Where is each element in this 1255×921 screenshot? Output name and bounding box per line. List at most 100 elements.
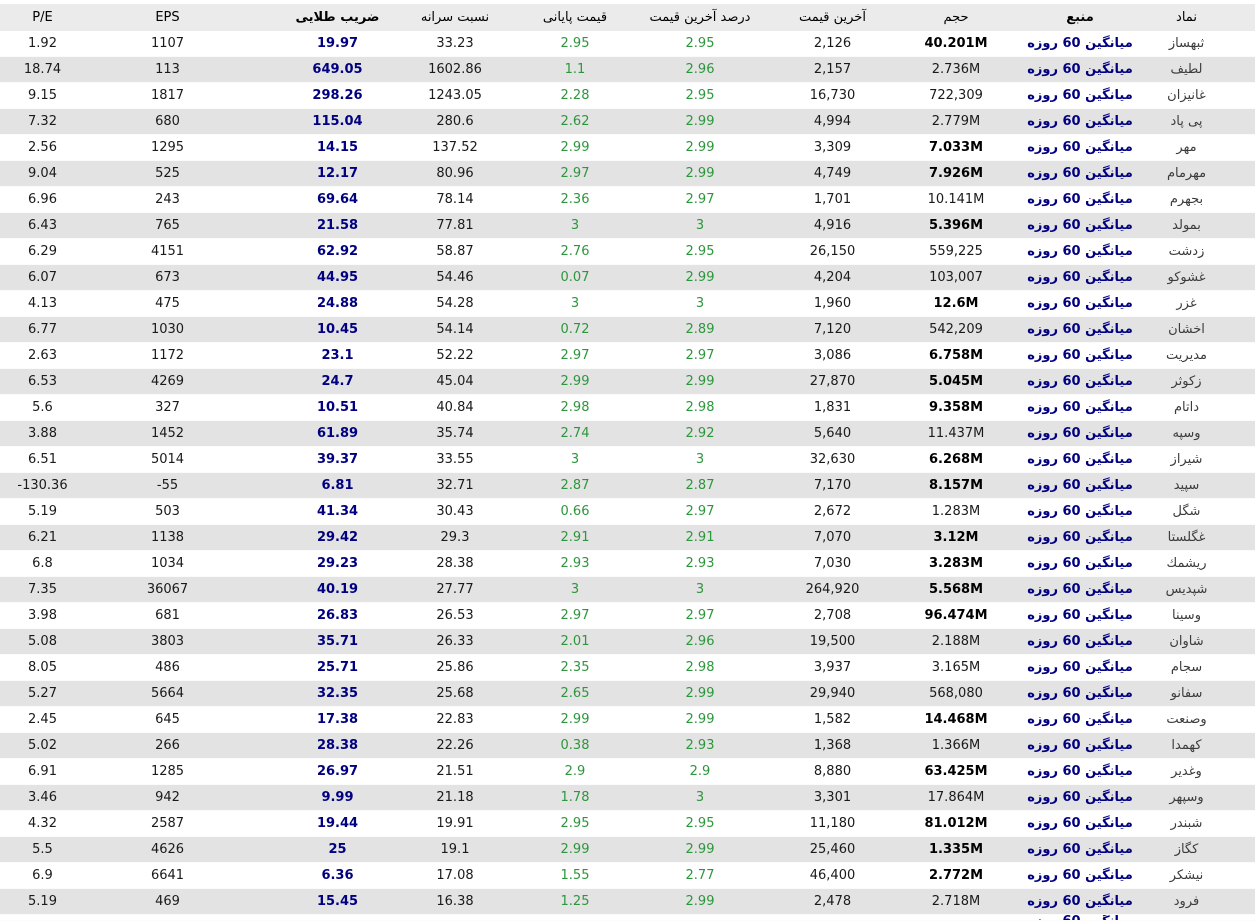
cell-symbol[interactable]: وسپه (1148, 420, 1255, 447)
cell-symbol[interactable]: زدشت (1168, 244, 1205, 259)
column-header-last_price_pct[interactable]: درصد آخرین قیمت (635, 4, 765, 31)
column-header-close_price[interactable]: قیمت پایانی (515, 4, 635, 31)
column-header-per_capita_ratio[interactable]: نسبت سرانه (395, 4, 515, 31)
cell-source[interactable]: میانگین 60 روزه (1027, 36, 1133, 51)
cell-symbol[interactable]: داتام (1173, 400, 1200, 415)
cell-source[interactable]: میانگین 60 روزه (1027, 348, 1133, 363)
table-row[interactable]: غشوكو میانگین 60 روزه 103,007 4,204 2.99 0.07… (0, 264, 1255, 291)
column-header-pe[interactable]: P/E (0, 4, 85, 31)
cell-symbol[interactable]: كگاز (1148, 836, 1255, 863)
cell-source[interactable]: میانگین 60 روزه (1027, 452, 1133, 467)
cell-symbol[interactable]: نیشكر (1169, 868, 1204, 883)
cell-symbol[interactable]: اخشان (1148, 316, 1255, 343)
table-row[interactable]: سفانو میانگین 60 روزه 568,080 29,940 2.99 2.6… (0, 680, 1255, 707)
cell-symbol[interactable]: شاوان (1148, 628, 1255, 655)
cell-source[interactable]: میانگین 60 روزه (1027, 140, 1133, 155)
cell-symbol[interactable]: شپدیس (1148, 576, 1255, 603)
table-row[interactable]: وسپه میانگین 60 روزه 11.437M 5,640 2.92 2.74 3… (0, 420, 1255, 447)
column-header-eps[interactable]: EPS (85, 4, 280, 31)
cell-source[interactable]: میانگین 60 روزه (1027, 816, 1133, 831)
table-row[interactable]: مهرمام میانگین 60 روزه 7.926M 4,749 2.99 2.97… (0, 160, 1255, 187)
cell-source[interactable]: میانگین 60 روزه (1012, 732, 1148, 759)
cell-source[interactable]: میانگین 60 روزه (1012, 108, 1148, 135)
table-row[interactable]: شپدیس میانگین 60 روزه 5.568M 264,920 3 3 27.77… (0, 576, 1255, 603)
cell-source[interactable]: میانگین 60 روزه (1027, 712, 1133, 727)
cell-symbol[interactable]: وسپهر (1148, 784, 1255, 811)
cell-source[interactable]: میانگین 60 روزه (1012, 212, 1148, 239)
cell-source[interactable]: میانگین 60 روزه (1027, 296, 1133, 311)
cell-symbol[interactable]: كهمدا (1148, 732, 1255, 759)
table-row[interactable]: بمولد میانگین 60 روزه 5.396M 4,916 3 3 77.81 21… (0, 212, 1255, 239)
cell-source[interactable]: میانگین 60 روزه (1012, 264, 1148, 291)
cell-source[interactable]: میانگین 60 روزه (1027, 244, 1133, 259)
column-header-symbol[interactable]: نماد (1148, 4, 1255, 31)
cell-symbol[interactable]: مهر (1176, 140, 1197, 155)
table-row[interactable]: داتام میانگین 60 روزه 9.358M 1,831 2.98 2.98 4… (0, 395, 1255, 421)
cell-symbol[interactable]: بمولد (1148, 212, 1255, 239)
cell-source[interactable]: میانگین 60 روزه (1012, 680, 1148, 707)
table-row[interactable]: زدشت میانگین 60 روزه 559,225 26,150 2.95 2.76… (0, 239, 1255, 265)
cell-symbol[interactable]: وصنعت (1166, 712, 1207, 727)
table-row[interactable]: شیراز میانگین 60 روزه 6.268M 32,630 3 3 33.55 3… (0, 447, 1255, 473)
cell-symbol[interactable]: پی پاد (1148, 108, 1255, 135)
table-row[interactable]: نیشكر میانگین 60 روزه 2.772M 46,400 2.77 1.55… (0, 863, 1255, 889)
cell-symbol[interactable]: شبندر (1170, 816, 1203, 831)
cell-symbol[interactable]: بجهرم (1169, 192, 1204, 207)
cell-symbol[interactable]: ثبهساز (1168, 36, 1205, 51)
table-row[interactable]: فرود میانگین 60 روزه 2.718M 2,478 2.99 1.25 16… (0, 888, 1255, 915)
cell-symbol[interactable]: غانیزان (1167, 88, 1206, 103)
cell-symbol[interactable]: ریشمك (1166, 556, 1207, 571)
table-row[interactable]: ریشمك میانگین 60 روزه 3.283M 7,030 2.93 2.93 2… (0, 551, 1255, 577)
table-row[interactable]: بجهرم میانگین 60 روزه 10.141M 1,701 2.97 2.36… (0, 187, 1255, 213)
column-header-volume[interactable]: حجم (900, 4, 1012, 31)
cell-symbol[interactable]: مهرمام (1148, 160, 1255, 187)
table-row[interactable]: مهر میانگین 60 روزه 7.033M 3,309 2.99 2.99 137… (0, 135, 1255, 161)
table-row[interactable]: وغدیر میانگین 60 روزه 63.425M 8,880 2.9 2.9 21… (0, 759, 1255, 785)
cell-source[interactable]: میانگین 60 روزه (1012, 628, 1148, 655)
cell-symbol[interactable]: غشوكو (1148, 264, 1255, 291)
cell-source[interactable]: میانگین 60 روزه (1012, 784, 1148, 811)
table-row[interactable]: وسپهر میانگین 60 روزه 17.864M 3,301 3 1.78 21.… (0, 784, 1255, 811)
cell-source[interactable]: میانگین 60 روزه (1027, 192, 1133, 207)
cell-source[interactable]: میانگین 60 روزه (1012, 56, 1148, 83)
cell-source[interactable]: میانگین 60 روزه (1027, 556, 1133, 571)
table-row[interactable]: مدیریت میانگین 60 روزه 6.758M 3,086 2.97 2.97… (0, 343, 1255, 369)
cell-symbol[interactable]: سپید (1148, 472, 1255, 499)
cell-source[interactable]: میانگین 60 روزه (1027, 88, 1133, 103)
column-header-source[interactable]: منبع (1012, 4, 1148, 31)
table-row[interactable]: غانیزان میانگین 60 روزه 722,309 16,730 2.95 2… (0, 83, 1255, 109)
cell-symbol[interactable]: سجام (1170, 660, 1203, 675)
cell-source[interactable]: میانگین 60 روزه (1027, 608, 1133, 623)
column-header-golden_ratio[interactable]: ضریب طلایی (280, 4, 395, 31)
cell-source[interactable]: میانگین 60 روزه (1012, 160, 1148, 187)
table-row[interactable]: غزر میانگین 60 روزه 12.6M 1,960 3 3 54.28 24.88… (0, 291, 1255, 317)
cell-source[interactable]: میانگین 60 روزه (1027, 400, 1133, 415)
table-row[interactable]: ثبهساز میانگین 60 روزه 40.201M 2,126 2.95 2.9… (0, 31, 1255, 57)
cell-source[interactable]: میانگین 60 روزه (1027, 868, 1133, 883)
cell-symbol[interactable]: وسینا (1172, 608, 1201, 623)
cell-symbol[interactable]: زكوثر (1148, 368, 1255, 395)
cell-source[interactable]: میانگین 60 روزه (1012, 576, 1148, 603)
cell-source[interactable]: میانگین 60 روزه (1012, 524, 1148, 551)
column-header-last_price[interactable]: آخرین قیمت (765, 4, 900, 31)
cell-source[interactable]: میانگین 60 روزه (1027, 504, 1133, 519)
cell-symbol[interactable]: مدیریت (1166, 348, 1207, 363)
table-row[interactable]: وسینا میانگین 60 روزه 96.474M 2,708 2.97 2.97… (0, 603, 1255, 629)
table-row[interactable]: شبندر میانگین 60 روزه 81.012M 11,180 2.95 2.9… (0, 811, 1255, 837)
cell-source[interactable]: میانگین 60 روزه (1012, 888, 1148, 915)
table-row[interactable]: پی پاد میانگین 60 روزه 2.779M 4,994 2.99 2.62… (0, 108, 1255, 135)
table-row[interactable]: وصنعت میانگین 60 روزه 14.468M 1,582 2.99 2.99… (0, 707, 1255, 733)
cell-symbol[interactable]: لطیف (1148, 56, 1255, 83)
cell-source[interactable]: میانگین 60 روزه (1012, 316, 1148, 343)
table-row[interactable]: غگلستا میانگین 60 روزه 3.12M 7,070 2.91 2.91 2… (0, 524, 1255, 551)
cell-source[interactable]: میانگین 60 روزه (1027, 660, 1133, 675)
cell-source[interactable]: میانگین 60 روزه (1012, 368, 1148, 395)
cell-symbol[interactable]: غزر (1176, 296, 1197, 311)
table-row[interactable]: كهمدا میانگین 60 روزه 1.366M 1,368 2.93 0.38 2… (0, 732, 1255, 759)
cell-source[interactable]: میانگین 60 روزه (1012, 420, 1148, 447)
cell-symbol[interactable]: غگلستا (1148, 524, 1255, 551)
table-row[interactable]: سپید میانگین 60 روزه 8.157M 7,170 2.87 2.87 32… (0, 472, 1255, 499)
table-row[interactable]: اخشان میانگین 60 روزه 542,209 7,120 2.89 0.72… (0, 316, 1255, 343)
cell-source[interactable]: میانگین 60 روزه (1012, 836, 1148, 863)
table-row[interactable]: كگاز میانگین 60 روزه 1.335M 25,460 2.99 2.99 1… (0, 836, 1255, 863)
